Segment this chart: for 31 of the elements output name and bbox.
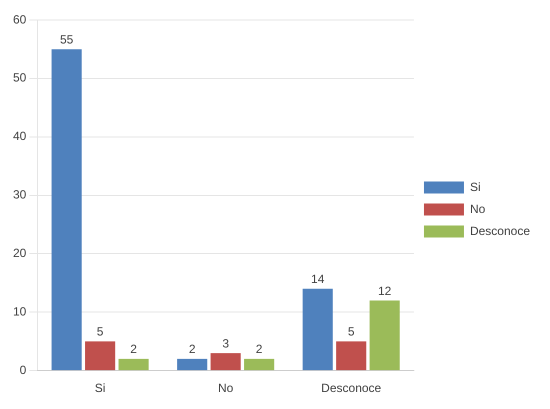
- data-label: 3: [222, 336, 230, 350]
- bar: [244, 358, 274, 370]
- bar: [52, 49, 82, 370]
- bar: [336, 341, 366, 370]
- bar: [177, 358, 208, 370]
- y-tick-label: 0: [20, 362, 27, 377]
- data-label: 55: [60, 32, 74, 47]
- legend-label: No: [470, 202, 486, 216]
- legend-label: Desconoce: [470, 224, 530, 238]
- bar: [302, 288, 333, 370]
- y-tick-label: 20: [12, 246, 27, 260]
- data-label: 5: [96, 324, 104, 339]
- y-tick-label: 30: [12, 188, 27, 202]
- x-tick-label: Desconoce: [321, 381, 382, 396]
- y-tick-label: 40: [12, 129, 27, 144]
- bar: [210, 353, 241, 370]
- data-label: 5: [348, 324, 355, 339]
- data-label: 2: [256, 342, 263, 356]
- data-label: 14: [311, 272, 325, 286]
- y-tick-label: 10: [12, 304, 27, 318]
- x-tick-label: No: [218, 381, 234, 396]
- data-label: 2: [188, 342, 196, 356]
- legend-label: Si: [470, 180, 481, 194]
- data-label: 12: [378, 284, 392, 298]
- y-tick-label: 60: [12, 12, 27, 26]
- data-label: 2: [130, 342, 138, 356]
- bar: [370, 300, 400, 370]
- bar: [118, 358, 149, 370]
- bar: [85, 341, 116, 370]
- y-tick-label: 50: [12, 70, 27, 85]
- x-tick-label: Si: [94, 381, 106, 396]
